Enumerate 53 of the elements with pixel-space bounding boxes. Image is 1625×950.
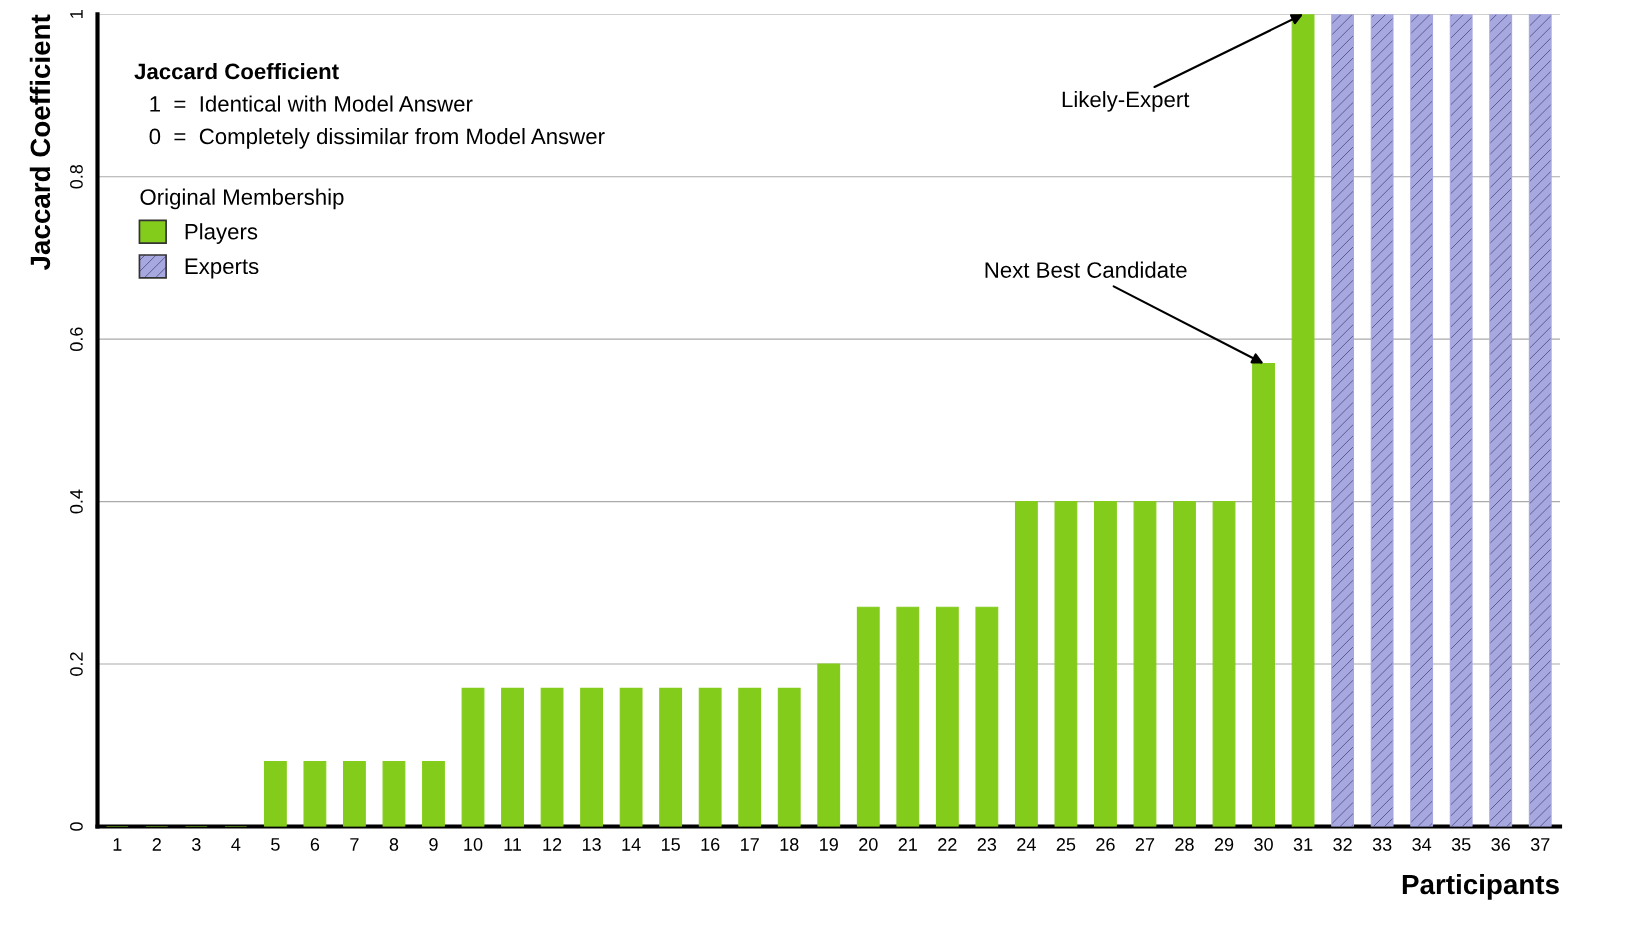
x-tick-label: 31: [1293, 838, 1313, 851]
x-tick-label: 21: [898, 838, 917, 851]
x-tick-label: 35: [1451, 838, 1471, 851]
x-tick-label: 10: [464, 838, 483, 851]
x-tick-label: 34: [1412, 838, 1432, 851]
x-tick-label: 14: [622, 838, 641, 851]
x-tick-label: 11: [504, 838, 522, 851]
x-axis-title: Participants: [1402, 873, 1559, 900]
legend-label: Experts: [185, 258, 259, 279]
annotation: Jaccard Coefficient: [134, 62, 339, 80]
y-tick-label: 0: [70, 822, 83, 831]
x-tick-label: 37: [1530, 838, 1550, 851]
x-tick-label: 15: [661, 838, 680, 851]
x-tick-label: 4: [231, 838, 241, 851]
annotation: Next Best Candidate: [985, 261, 1187, 278]
y-tick-label: 0.6: [70, 327, 83, 351]
x-tick-label: 13: [582, 838, 601, 851]
x-tick-label: 9: [429, 838, 438, 851]
y-tick-label: 0.2: [70, 652, 83, 676]
x-tick-label: 12: [543, 838, 562, 851]
x-tick-label: 36: [1491, 838, 1510, 851]
annotation: Likely-Expert: [1062, 91, 1190, 112]
y-tick-label: 1: [70, 10, 83, 18]
x-tick-label: 26: [1096, 838, 1115, 851]
x-tick-label: 16: [701, 838, 720, 851]
y-tick-label: 0.8: [70, 164, 83, 189]
annotation: 0 = Completely dissimilar from Model Answer: [149, 127, 605, 149]
x-tick-label: 18: [780, 838, 799, 851]
legend-title: Original Membership: [140, 188, 344, 210]
x-tick-label: 20: [859, 838, 878, 851]
x-tick-label: 3: [191, 838, 201, 851]
annotation: 1 = Identical with Model Answer: [150, 95, 473, 112]
x-tick-label: 30: [1254, 838, 1273, 851]
x-tick-label: 2: [152, 838, 161, 851]
x-tick-label: 32: [1333, 838, 1352, 851]
legend-label: Players: [185, 223, 258, 244]
x-tick-label: 33: [1372, 838, 1392, 851]
x-tick-label: 17: [741, 838, 759, 851]
x-tick-label: 19: [820, 838, 838, 851]
x-tick-label: 25: [1056, 838, 1076, 851]
x-tick-label: 28: [1175, 838, 1194, 851]
y-tick-label: 0.4: [70, 489, 83, 514]
x-tick-label: 29: [1214, 838, 1234, 851]
x-tick-label: 5: [271, 838, 280, 851]
y-axis-title: Jaccard Coefficient: [29, 14, 51, 271]
x-tick-label: 6: [310, 838, 320, 851]
x-tick-label: 27: [1135, 838, 1155, 851]
x-tick-label: 22: [938, 838, 957, 851]
x-tick-label: 23: [977, 838, 997, 851]
x-tick-label: 8: [389, 838, 399, 851]
x-tick-label: 7: [350, 838, 359, 851]
x-tick-label: 24: [1017, 838, 1036, 851]
x-tick-label: 1: [113, 838, 122, 851]
